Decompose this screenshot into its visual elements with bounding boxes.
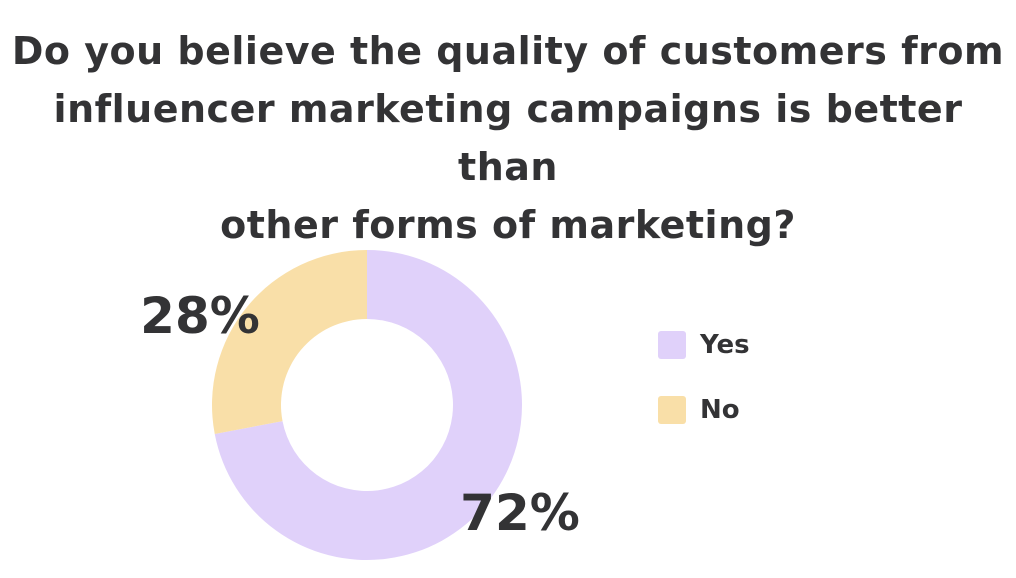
chart-title: Do you believe the quality of customers … — [0, 22, 1016, 254]
data-label-yes: 72% — [460, 484, 580, 542]
data-label-no: 28% — [140, 287, 260, 345]
legend-label-no: No — [700, 395, 740, 425]
chart-legend: Yes No — [658, 326, 750, 456]
legend-item-yes: Yes — [658, 326, 750, 364]
chart-title-line-3: other forms of marketing? — [220, 203, 796, 247]
donut-slice-yes — [214, 250, 522, 560]
legend-swatch-yes — [658, 331, 686, 359]
legend-swatch-no — [658, 396, 686, 424]
legend-item-no: No — [658, 391, 750, 429]
donut-slice-no — [212, 250, 367, 435]
chart-title-line-2: influencer marketing campaigns is better… — [53, 87, 963, 189]
chart-title-line-1: Do you believe the quality of customers … — [11, 29, 1005, 73]
legend-label-yes: Yes — [700, 330, 750, 360]
